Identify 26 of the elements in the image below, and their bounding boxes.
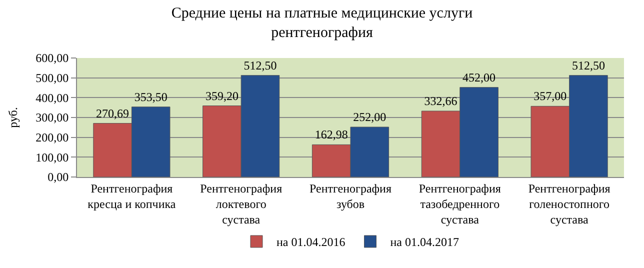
data-label: 359,20 bbox=[205, 88, 238, 103]
data-label: 357,00 bbox=[534, 89, 567, 104]
y-tick-label: 200,00 bbox=[36, 130, 69, 145]
x-tick-label: Рентгенография зубов bbox=[310, 181, 392, 211]
y-tick-label: 0,00 bbox=[48, 170, 69, 184]
y-tick-label: 300,00 bbox=[36, 110, 69, 125]
legend-label: на 01.04.2017 bbox=[390, 235, 459, 250]
data-label: 270,69 bbox=[96, 106, 130, 120]
x-tick-label: Рентгенография голеностопного сустава bbox=[528, 181, 611, 227]
data-label: 332,66 bbox=[424, 94, 458, 108]
y-tick-label: 600,00 bbox=[36, 51, 69, 66]
chart-title: Средние цены на платные медицинские услуги рентгенография bbox=[171, 5, 473, 41]
data-label: 353,50 bbox=[134, 90, 168, 104]
data-label: 512,50 bbox=[572, 58, 605, 72]
data-label: 512,50 bbox=[244, 58, 277, 72]
data-label: 162,98 bbox=[314, 128, 348, 142]
y-tick-label: 400,00 bbox=[36, 90, 69, 105]
y-axis-title: руб. bbox=[6, 107, 20, 128]
x-tick-label: Рентгенография кресца и копчика bbox=[88, 181, 176, 211]
x-tick-label: Рентгенография тазобедренного сустава bbox=[418, 181, 502, 227]
data-label: 252,00 bbox=[353, 110, 386, 124]
x-tick-label: Рентгенография локтевого сустава bbox=[200, 181, 283, 227]
legend-label: на 01.04.2016 bbox=[276, 235, 346, 250]
y-tick-label: 100,00 bbox=[36, 150, 69, 164]
y-tick-label: 500,00 bbox=[36, 71, 69, 86]
data-label: 452,00 bbox=[462, 70, 496, 84]
